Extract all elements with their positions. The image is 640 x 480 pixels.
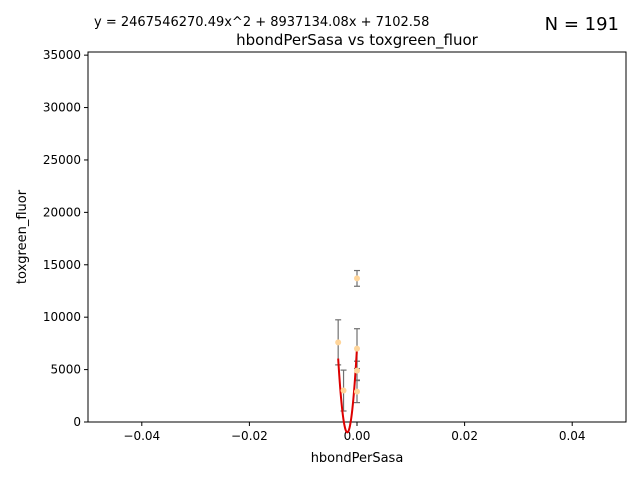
y-axis-label: toxgreen_fluor (15, 189, 30, 284)
y-tick-label: 30000 (43, 101, 81, 115)
data-point (340, 387, 347, 394)
y-tick-label: 20000 (43, 205, 81, 219)
data-point (354, 367, 360, 374)
x-tick-label: −0.04 (123, 429, 160, 443)
x-tick-label: 0.04 (559, 429, 586, 443)
y-tick-label: 25000 (43, 153, 81, 167)
chart-title: hbondPerSasa vs toxgreen_fluor (236, 31, 479, 50)
fit-curve (337, 347, 358, 434)
y-tick-label: 5000 (50, 363, 81, 377)
data-point (354, 388, 360, 395)
data-point (354, 345, 360, 352)
sample-count: N = 191 (545, 14, 619, 35)
y-tick-label: 10000 (43, 310, 81, 324)
y-tick-label: 35000 (43, 48, 81, 62)
x-axis: −0.04 −0.02 0.00 0.02 0.04 (123, 422, 586, 443)
data-point (335, 339, 342, 346)
y-tick-label: 0 (73, 415, 81, 429)
y-axis: 0 5000 10000 15000 20000 25000 30000 35000 (43, 48, 88, 429)
x-tick-label: 0.00 (344, 429, 371, 443)
data-marks (335, 269, 360, 434)
x-axis-label: hbondPerSasa (311, 451, 404, 466)
fit-equation: y = 2467546270.49x^2 + 8937134.08x + 710… (94, 15, 429, 30)
y-tick-label: 15000 (43, 258, 81, 272)
x-tick-label: −0.02 (231, 429, 268, 443)
x-tick-label: 0.02 (451, 429, 478, 443)
data-point (354, 275, 360, 282)
